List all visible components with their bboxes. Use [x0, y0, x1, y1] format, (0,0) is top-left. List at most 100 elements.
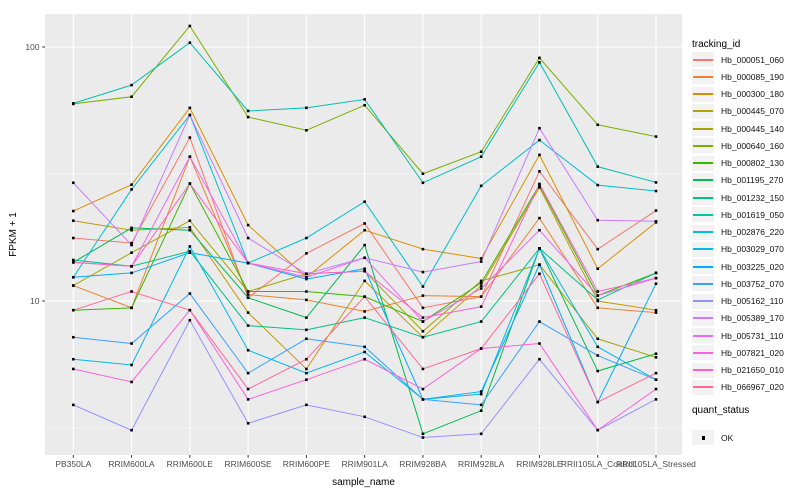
- legend-key-point: [701, 436, 705, 440]
- data-point: [654, 378, 658, 381]
- legend-key-swatch: [692, 86, 714, 102]
- legend-label: Hb_003752_070: [721, 278, 784, 289]
- legend-key-swatch: [692, 345, 714, 361]
- legend-entry-shape-OK: OK: [692, 429, 733, 446]
- x-tick-label: RRIM600SE: [224, 459, 272, 469]
- axes: 10 100 PB350LA RRIM600LA RRIM600LE RRIM600SE R…: [25, 42, 696, 469]
- data-point: [72, 357, 75, 361]
- data-point: [72, 403, 75, 407]
- data-point: [305, 316, 308, 319]
- data-point: [72, 367, 75, 371]
- data-point: [246, 293, 250, 296]
- data-point: [72, 308, 75, 312]
- x-tick-label: RRIM928LA: [458, 459, 505, 469]
- legend-label: Hb_001619_050: [721, 209, 784, 220]
- data-point: [479, 409, 483, 412]
- data-point: [188, 308, 192, 312]
- data-point: [538, 216, 541, 220]
- legend-entry-Hb_000085_190: Hb_000085_190: [692, 68, 784, 85]
- data-point: [596, 290, 600, 293]
- data-point: [363, 279, 366, 283]
- legend-entry-Hb_000640_160: Hb_000640_160: [692, 137, 784, 154]
- x-tick-label: RRII105LA_Stressed: [616, 459, 696, 469]
- data-point: [246, 398, 250, 401]
- data-point: [596, 165, 600, 168]
- data-point: [421, 270, 425, 274]
- legend-key-line: [693, 58, 713, 61]
- legend-key-swatch: [692, 190, 714, 206]
- legend-label: Hb_000300_180: [721, 89, 784, 100]
- data-point: [72, 258, 75, 262]
- plot-panel: [45, 14, 682, 455]
- data-point: [421, 285, 425, 288]
- data-point: [305, 367, 308, 371]
- data-point: [479, 184, 483, 188]
- data-point: [538, 126, 541, 130]
- legend-key-swatch: [692, 362, 714, 378]
- gridlines: [45, 14, 682, 455]
- data-point: [421, 172, 425, 176]
- data-point: [596, 428, 600, 432]
- x-axis-title: sample_name: [332, 477, 395, 488]
- y-tick-label: 10: [30, 296, 40, 306]
- legend-label: Hb_021650_010: [721, 365, 784, 376]
- data-point: [305, 290, 308, 293]
- legend-key-swatch: [692, 276, 714, 292]
- data-point: [305, 357, 308, 361]
- data-point: [654, 371, 658, 375]
- legend-entry-Hb_003752_070: Hb_003752_070: [692, 275, 784, 292]
- data-point: [421, 247, 425, 251]
- data-point: [538, 61, 541, 64]
- legend-key-line: [693, 127, 713, 130]
- legend-key-swatch: [692, 121, 714, 137]
- data-point: [538, 357, 541, 361]
- data-point: [363, 228, 366, 232]
- data-point: [246, 371, 250, 375]
- data-point: [654, 398, 658, 401]
- data-point: [538, 263, 541, 266]
- data-point: [596, 400, 600, 404]
- legend-key-line: [693, 282, 713, 285]
- data-point: [72, 335, 75, 339]
- data-point: [188, 182, 192, 185]
- legend-key-line: [693, 265, 713, 268]
- data-point: [538, 228, 541, 232]
- legend-key-line: [693, 213, 713, 216]
- data-point: [421, 335, 425, 339]
- data-point: [538, 56, 541, 60]
- data-point: [363, 267, 366, 271]
- legend-key-line: [693, 144, 713, 147]
- data-point: [246, 387, 250, 391]
- data-point: [538, 342, 541, 345]
- legend-key-swatch: [692, 310, 714, 326]
- legend-key-swatch: [692, 69, 714, 85]
- y-tick-label: 100: [25, 42, 39, 52]
- legend-entry-Hb_003225_020: Hb_003225_020: [692, 258, 784, 275]
- data-point: [305, 275, 308, 279]
- legend-key-line: [693, 369, 713, 372]
- legend-label: Hb_000445_140: [721, 123, 784, 134]
- data-point: [479, 260, 483, 263]
- legend-entry-Hb_000802_130: Hb_000802_130: [692, 155, 784, 172]
- data-point: [188, 318, 192, 322]
- data-point: [479, 392, 483, 396]
- data-point: [363, 345, 366, 349]
- data-point: [479, 403, 483, 407]
- legend-key-swatch: [692, 259, 714, 275]
- data-point: [305, 128, 308, 132]
- data-point: [72, 275, 75, 279]
- legend-key-line: [693, 75, 713, 78]
- data-point: [421, 316, 425, 319]
- data-point: [130, 380, 133, 384]
- data-point: [596, 294, 600, 297]
- data-point: [596, 306, 600, 310]
- legend-entry-Hb_066967_020: Hb_066967_020: [692, 379, 784, 396]
- data-point: [188, 113, 192, 117]
- data-point: [246, 324, 250, 327]
- data-point: [538, 182, 541, 186]
- data-point: [654, 311, 658, 314]
- data-point: [363, 243, 366, 247]
- data-point: [596, 123, 600, 127]
- legend-entry-ok: OK: [692, 429, 733, 446]
